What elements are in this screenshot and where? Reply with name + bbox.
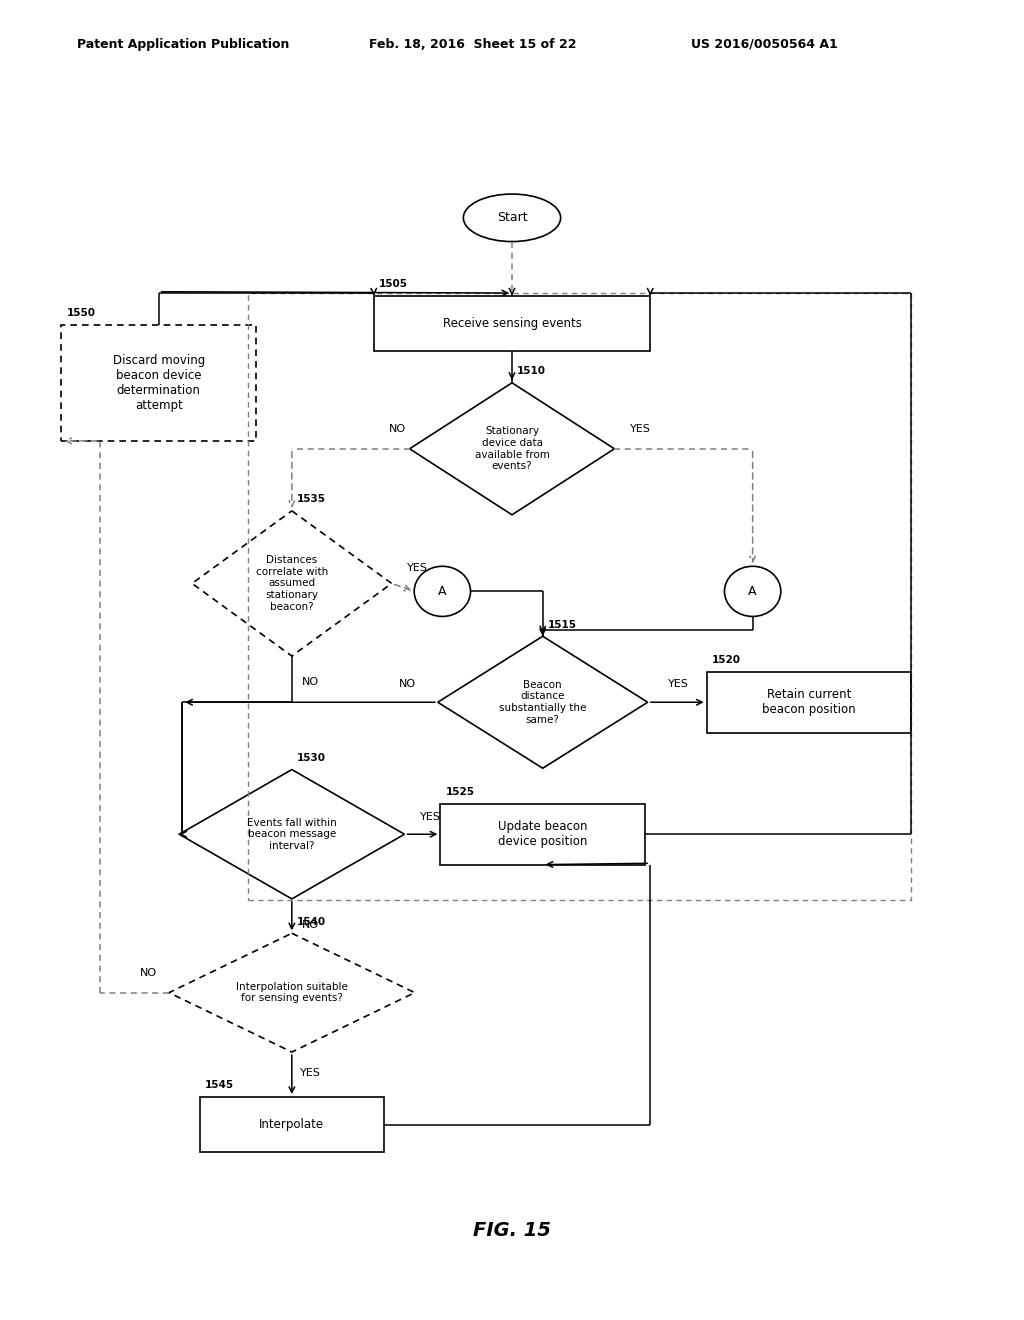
Text: A: A (749, 585, 757, 598)
Text: 1510: 1510 (517, 366, 546, 376)
Text: Interpolate: Interpolate (259, 1118, 325, 1131)
Bar (440, 804, 645, 865)
Text: 1525: 1525 (445, 787, 474, 797)
Text: Feb. 18, 2016  Sheet 15 of 22: Feb. 18, 2016 Sheet 15 of 22 (369, 37, 577, 50)
Text: NO: NO (302, 920, 318, 931)
Text: NO: NO (398, 678, 416, 689)
Text: 1515: 1515 (548, 619, 577, 630)
Text: 1545: 1545 (205, 1080, 233, 1090)
Text: Distances
correlate with
assumed
stationary
beacon?: Distances correlate with assumed station… (256, 556, 328, 611)
Text: YES: YES (407, 562, 428, 573)
Text: Patent Application Publication: Patent Application Publication (77, 37, 289, 50)
Text: Interpolation suitable
for sensing events?: Interpolation suitable for sensing event… (236, 982, 348, 1003)
Text: YES: YES (420, 812, 440, 822)
Text: Retain current
beacon position: Retain current beacon position (762, 688, 856, 717)
Text: 1505: 1505 (379, 279, 408, 289)
Bar (374, 296, 650, 351)
Text: 1520: 1520 (712, 655, 740, 665)
Text: 1540: 1540 (297, 916, 326, 927)
Text: US 2016/0050564 A1: US 2016/0050564 A1 (691, 37, 838, 50)
Text: Stationary
device data
available from
events?: Stationary device data available from ev… (474, 426, 550, 471)
Text: Discard moving
beacon device
determination
attempt: Discard moving beacon device determinati… (113, 354, 205, 412)
Text: 1535: 1535 (297, 494, 326, 504)
Text: Beacon
distance
substantially the
same?: Beacon distance substantially the same? (499, 680, 587, 725)
Text: YES: YES (668, 678, 689, 689)
Bar (707, 672, 911, 733)
Text: FIG. 15: FIG. 15 (473, 1221, 551, 1239)
Text: NO: NO (389, 424, 406, 434)
Text: 1530: 1530 (297, 752, 326, 763)
Bar (248, 293, 911, 900)
Text: Start: Start (497, 211, 527, 224)
Text: Update beacon
device position: Update beacon device position (498, 820, 588, 849)
Text: YES: YES (300, 1068, 321, 1078)
Text: A: A (438, 585, 446, 598)
Text: YES: YES (630, 424, 650, 434)
Bar (200, 1097, 384, 1152)
Text: Events fall within
beacon message
interval?: Events fall within beacon message interv… (247, 817, 337, 851)
Text: NO: NO (139, 968, 157, 978)
Text: NO: NO (302, 677, 318, 688)
Text: 1550: 1550 (67, 308, 95, 318)
Bar (61, 325, 256, 441)
Text: Receive sensing events: Receive sensing events (442, 317, 582, 330)
